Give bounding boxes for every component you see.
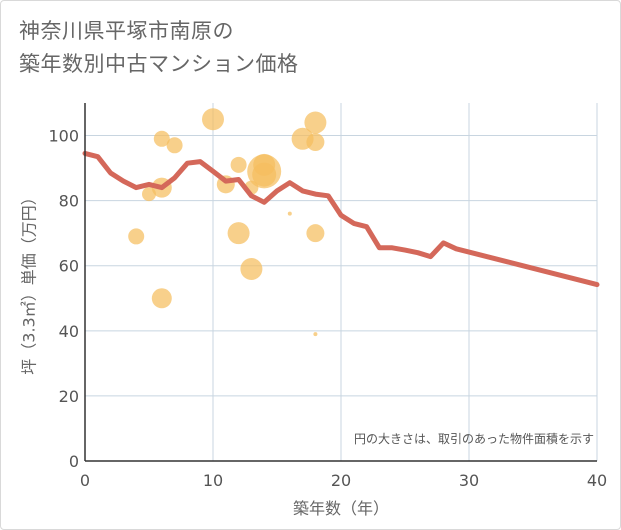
tick-labels: 0 20 40 60 80 100 0 10 20 30 40 <box>48 127 607 490</box>
y-tick-label-60: 60 <box>59 257 79 276</box>
x-tick-label-10: 10 <box>203 471 223 490</box>
bubble-point-0 <box>128 228 145 245</box>
chart-title-line-2: 築年数別中古マンション価格 <box>19 52 299 76</box>
average-price-line <box>82 150 600 288</box>
bubble-point-6 <box>202 108 224 131</box>
bubble-point-5 <box>166 137 183 154</box>
bubble-point-9 <box>227 222 250 245</box>
axes <box>84 103 597 462</box>
bubble-point-20 <box>313 332 318 337</box>
y-tick-label-40: 40 <box>59 322 79 341</box>
chart-title-line-1: 神奈川県平塚市南原の <box>19 19 234 43</box>
bubble-point-2 <box>153 130 170 147</box>
y-axis-label: 坪（3.3㎡）単価（万円） <box>20 189 39 374</box>
x-tick-label-20: 20 <box>331 471 351 490</box>
bubble-point-19 <box>306 224 325 243</box>
x-tick-label-40: 40 <box>587 471 607 490</box>
x-axis-label: 築年数（年） <box>293 499 389 518</box>
bubble-point-4 <box>151 288 172 309</box>
x-tick-label-0: 0 <box>80 471 90 490</box>
bubble-point-17 <box>304 111 327 134</box>
chart-title: 神奈川県平塚市南原の 築年数別中古マンション価格 <box>19 15 299 81</box>
bubble-point-15 <box>287 211 292 216</box>
y-tick-label-0: 0 <box>69 452 79 471</box>
bubble-layer <box>128 108 327 337</box>
bubble-point-8 <box>230 156 247 173</box>
y-tick-label-80: 80 <box>59 192 79 211</box>
y-tick-label-20: 20 <box>59 387 79 406</box>
bubble-size-note: 円の大きさは、取引のあった物件面積を示す <box>354 431 594 446</box>
gridlines <box>85 103 598 461</box>
bubble-point-14 <box>252 162 277 187</box>
y-tick-label-100: 100 <box>48 127 79 146</box>
bubble-point-11 <box>240 257 263 280</box>
x-tick-label-30: 30 <box>459 471 479 490</box>
bubble-point-18 <box>306 133 325 152</box>
